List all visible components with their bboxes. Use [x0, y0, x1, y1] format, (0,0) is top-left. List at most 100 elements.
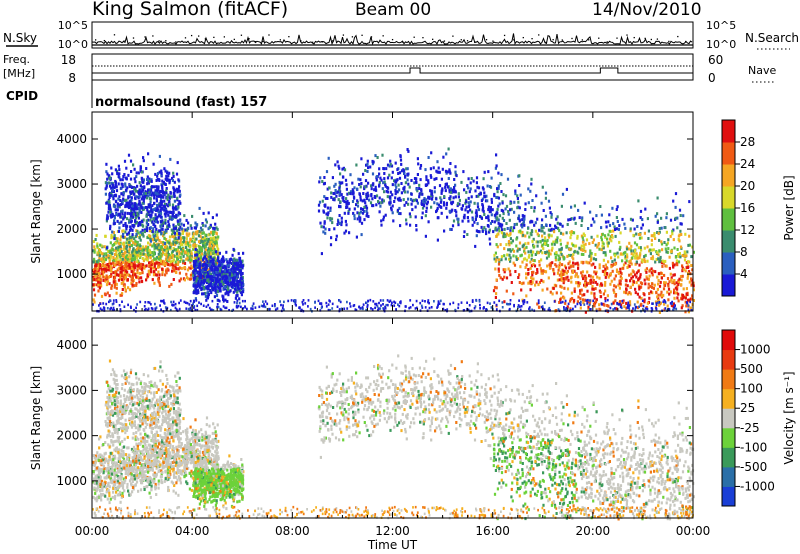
power-cell — [148, 190, 151, 194]
power-cell — [673, 291, 676, 295]
power-cell — [440, 189, 443, 193]
power-cell — [210, 291, 213, 295]
power-cell — [614, 299, 617, 303]
power-cell — [638, 285, 641, 289]
power-cell — [538, 263, 541, 267]
power-cell — [689, 297, 692, 301]
power-cell — [438, 170, 441, 174]
power-cell — [140, 279, 143, 283]
power-cell — [109, 255, 112, 259]
power-cell — [146, 178, 149, 182]
power-cell — [152, 270, 155, 274]
power-cell — [188, 255, 191, 259]
power-cell — [399, 198, 402, 202]
power-cell — [110, 253, 113, 257]
power-cell — [508, 257, 511, 261]
power-cell — [135, 282, 138, 285]
power-cell — [585, 283, 588, 287]
power-cell — [160, 200, 164, 204]
power-cell — [667, 247, 670, 251]
power-cell — [198, 254, 201, 258]
power-cell — [418, 187, 421, 190]
power-cell — [209, 260, 212, 264]
power-cell — [117, 248, 120, 252]
power-cell — [407, 172, 410, 176]
power-cell — [194, 250, 197, 254]
power-cell — [656, 212, 659, 216]
power-cell — [522, 302, 525, 306]
power-cell — [226, 287, 230, 291]
power-cell — [518, 281, 521, 284]
power-cell — [171, 235, 174, 239]
power-cell — [356, 211, 359, 215]
power-cell — [672, 264, 675, 268]
power-cell — [516, 194, 519, 198]
power-cell — [421, 203, 424, 206]
power-cell — [513, 226, 516, 230]
power-cell — [209, 247, 213, 251]
power-cell — [382, 167, 385, 171]
power-cell — [391, 193, 394, 197]
power-cell — [570, 291, 573, 295]
power-cell — [577, 266, 580, 270]
power-cell — [520, 223, 523, 227]
power-cell — [128, 249, 131, 253]
power-cell — [413, 177, 417, 180]
power-cell — [356, 217, 359, 221]
power-cell — [335, 238, 338, 242]
power-cell — [584, 274, 587, 278]
power-cell — [400, 169, 404, 173]
power-cell — [180, 266, 183, 270]
power-cell — [485, 216, 488, 220]
power-cell — [100, 244, 103, 248]
power-cell — [369, 165, 372, 169]
nsky-point — [248, 38, 250, 40]
power-cell — [664, 307, 667, 310]
power-cell — [663, 308, 666, 312]
power-cell — [185, 218, 188, 222]
power-cell — [563, 296, 566, 300]
power-cell — [490, 176, 493, 180]
power-cell — [640, 302, 643, 306]
power-cell — [151, 204, 154, 208]
power-cell — [214, 252, 217, 256]
power-cell — [427, 181, 430, 185]
power-cell — [601, 244, 604, 248]
power-cell — [521, 260, 524, 264]
power-cell — [502, 235, 505, 239]
power-cell — [427, 196, 430, 200]
power-cell — [113, 259, 116, 262]
power-cell — [447, 177, 450, 180]
power-cell — [524, 266, 527, 269]
power-cell — [345, 202, 348, 206]
power-cell — [399, 155, 402, 159]
power-cell — [168, 181, 171, 185]
power-cell — [679, 214, 682, 217]
power-cell — [556, 221, 559, 225]
power-cell — [658, 260, 661, 264]
power-cell — [108, 294, 111, 298]
power-cell — [180, 227, 183, 231]
power-cell — [200, 276, 203, 280]
power-cell — [614, 307, 616, 310]
power-cell — [497, 221, 500, 225]
power-cell — [139, 204, 142, 208]
power-cell — [222, 297, 225, 301]
power-cell — [587, 227, 590, 230]
power-cell — [323, 220, 326, 224]
power-cell — [657, 232, 660, 236]
power-cell — [118, 249, 121, 253]
nsky-point — [190, 34, 193, 37]
power-cell — [509, 232, 512, 235]
power-cell — [104, 234, 107, 238]
power-cell — [317, 203, 321, 207]
power-cell — [413, 181, 416, 185]
power-cell — [510, 207, 513, 211]
power-cell — [186, 228, 189, 232]
power-cell — [496, 207, 499, 211]
power-cell — [353, 186, 356, 190]
power-cell — [658, 303, 661, 307]
power-cell — [636, 292, 639, 296]
power-cell — [187, 244, 190, 248]
power-cell — [496, 211, 499, 215]
